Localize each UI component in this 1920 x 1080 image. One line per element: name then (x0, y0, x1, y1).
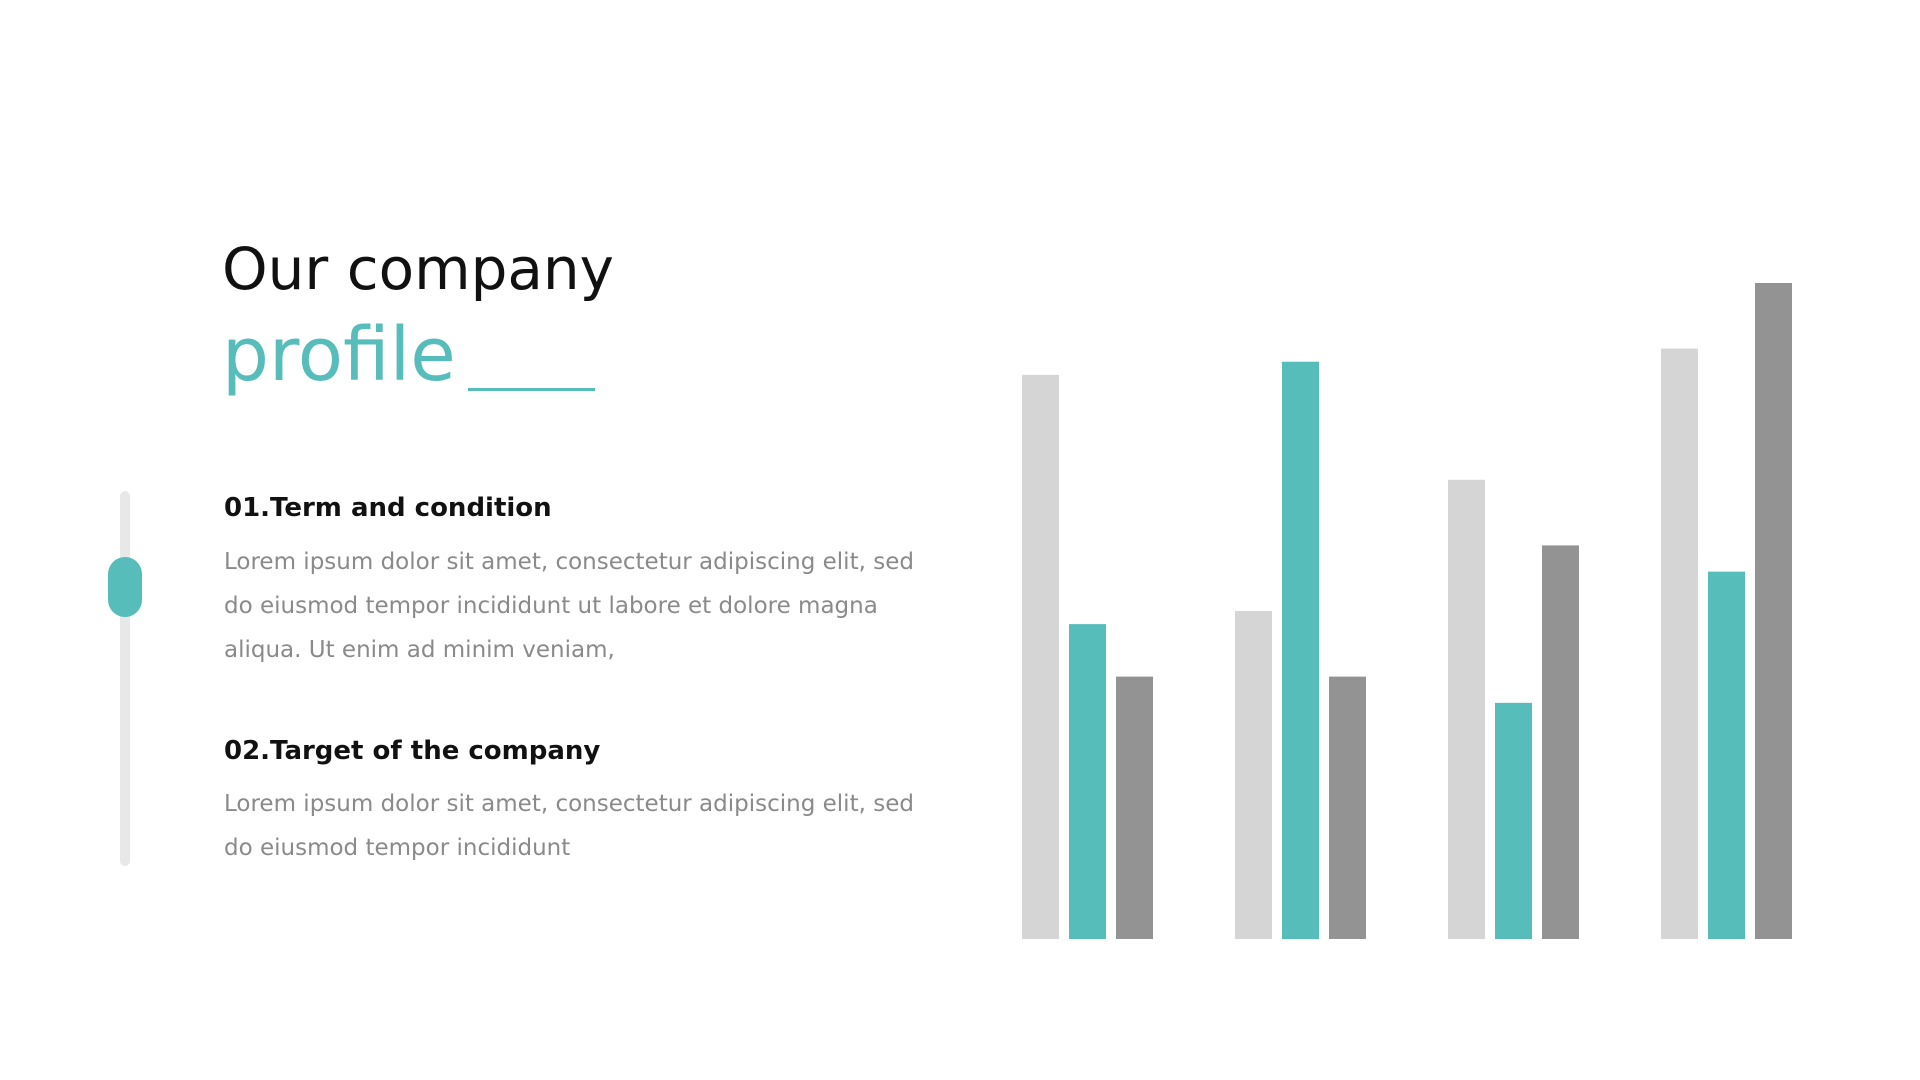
item-title: 02.Target of the company (224, 736, 601, 766)
title-line-2: profile (222, 312, 456, 398)
bar (1661, 348, 1698, 940)
bar (1069, 624, 1106, 939)
bar (1495, 702, 1532, 939)
item-text: Lorem ipsum dolor sit amet, consectetur … (224, 791, 914, 861)
item-text: Lorem ipsum dolor sit amet, consectetur … (224, 549, 914, 663)
item-title: 01.Term and condition (224, 493, 552, 523)
title-underline (468, 388, 595, 391)
bar (1708, 571, 1745, 939)
bar (1329, 676, 1366, 939)
bar (1282, 361, 1319, 940)
bar (1116, 676, 1153, 939)
slider-thumb[interactable] (108, 557, 142, 617)
slider-track (120, 491, 130, 866)
bar (1235, 611, 1272, 939)
title-line-1: Our company (222, 235, 615, 303)
bar (1755, 283, 1792, 939)
bar (1542, 545, 1579, 939)
bar (1448, 479, 1485, 939)
bar (1022, 374, 1059, 940)
